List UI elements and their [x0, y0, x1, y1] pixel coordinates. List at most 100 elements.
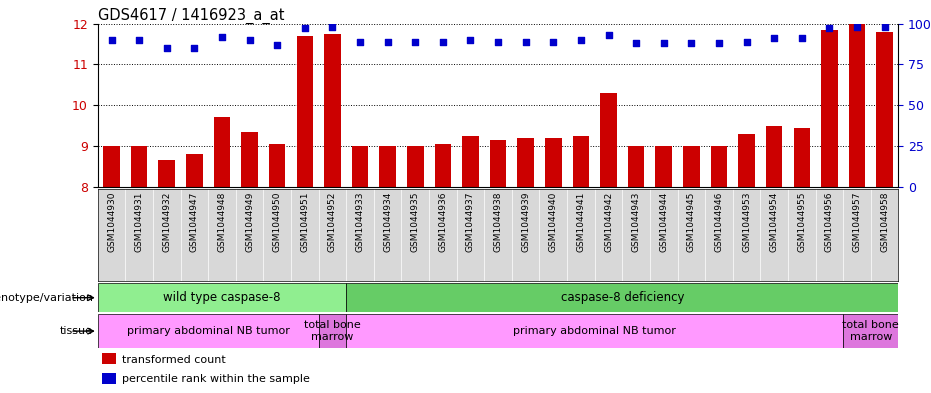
- Bar: [518, 138, 534, 187]
- Point: [408, 39, 423, 45]
- Bar: [131, 146, 147, 187]
- Text: GSM1044930: GSM1044930: [107, 191, 116, 252]
- Text: transformed count: transformed count: [122, 354, 225, 365]
- Point: [822, 25, 837, 31]
- Bar: [324, 34, 341, 187]
- Text: GSM1044942: GSM1044942: [604, 191, 613, 252]
- Text: GSM1044943: GSM1044943: [631, 191, 641, 252]
- Text: GSM1044936: GSM1044936: [439, 191, 448, 252]
- Point: [711, 40, 726, 46]
- Point: [104, 37, 119, 43]
- Bar: [214, 118, 230, 187]
- Text: GSM1044951: GSM1044951: [301, 191, 309, 252]
- Point: [242, 37, 257, 43]
- Text: GSM1044937: GSM1044937: [466, 191, 475, 252]
- Bar: [101, 353, 116, 364]
- Text: GSM1044939: GSM1044939: [521, 191, 530, 252]
- Bar: [490, 140, 506, 187]
- Point: [656, 40, 671, 46]
- Point: [573, 37, 588, 43]
- Text: GSM1044933: GSM1044933: [356, 191, 365, 252]
- Text: GSM1044954: GSM1044954: [770, 191, 778, 252]
- Text: GSM1044953: GSM1044953: [742, 191, 751, 252]
- Text: wild type caspase-8: wild type caspase-8: [163, 291, 281, 304]
- Text: GSM1044955: GSM1044955: [797, 191, 806, 252]
- Bar: [297, 36, 313, 187]
- Bar: [103, 146, 120, 187]
- Point: [794, 35, 809, 41]
- Text: GSM1044940: GSM1044940: [548, 191, 558, 252]
- Point: [325, 24, 340, 30]
- Bar: [683, 146, 699, 187]
- Text: percentile rank within the sample: percentile rank within the sample: [122, 374, 310, 384]
- Bar: [600, 93, 617, 187]
- Bar: [738, 134, 755, 187]
- Bar: [101, 373, 116, 384]
- Point: [601, 32, 616, 38]
- Point: [463, 37, 478, 43]
- Point: [380, 39, 395, 45]
- Point: [214, 33, 229, 40]
- Point: [297, 25, 312, 31]
- Bar: [849, 24, 865, 187]
- Bar: [766, 125, 782, 187]
- Text: GSM1044948: GSM1044948: [218, 191, 226, 252]
- Text: GSM1044938: GSM1044938: [493, 191, 503, 252]
- Bar: [158, 160, 175, 187]
- Text: GSM1044958: GSM1044958: [880, 191, 889, 252]
- Bar: [655, 146, 672, 187]
- Bar: [318, 314, 346, 348]
- Bar: [186, 154, 203, 187]
- Bar: [379, 146, 396, 187]
- Text: GSM1044935: GSM1044935: [411, 191, 420, 252]
- Bar: [98, 283, 346, 312]
- Text: caspase-8 deficiency: caspase-8 deficiency: [560, 291, 684, 304]
- Bar: [821, 30, 838, 187]
- Text: GSM1044941: GSM1044941: [576, 191, 586, 252]
- Bar: [876, 32, 893, 187]
- Bar: [346, 314, 843, 348]
- Bar: [241, 132, 258, 187]
- Point: [684, 40, 699, 46]
- Bar: [462, 136, 479, 187]
- Text: GSM1044934: GSM1044934: [384, 191, 392, 252]
- Point: [353, 39, 368, 45]
- Bar: [843, 314, 898, 348]
- Text: total bone
marrow: total bone marrow: [304, 320, 361, 342]
- Text: total bone
marrow: total bone marrow: [843, 320, 899, 342]
- Point: [546, 39, 560, 45]
- Text: GSM1044950: GSM1044950: [273, 191, 282, 252]
- Text: GSM1044946: GSM1044946: [714, 191, 723, 252]
- Text: genotype/variation: genotype/variation: [0, 293, 93, 303]
- Bar: [352, 146, 369, 187]
- Bar: [435, 144, 452, 187]
- Bar: [627, 146, 644, 187]
- Point: [877, 24, 892, 30]
- Point: [131, 37, 146, 43]
- Text: GSM1044945: GSM1044945: [687, 191, 695, 252]
- Bar: [407, 146, 424, 187]
- Point: [850, 24, 865, 30]
- Text: primary abdominal NB tumor: primary abdominal NB tumor: [127, 326, 290, 336]
- Text: GSM1044944: GSM1044944: [659, 191, 668, 252]
- Text: GSM1044931: GSM1044931: [135, 191, 143, 252]
- Text: GSM1044932: GSM1044932: [162, 191, 171, 252]
- Text: tissue: tissue: [61, 326, 93, 336]
- Bar: [98, 314, 318, 348]
- Point: [767, 35, 782, 41]
- Point: [159, 45, 174, 51]
- Text: GSM1044957: GSM1044957: [853, 191, 861, 252]
- Bar: [346, 283, 898, 312]
- Point: [436, 39, 451, 45]
- Point: [187, 45, 202, 51]
- Point: [739, 39, 754, 45]
- Bar: [573, 136, 589, 187]
- Text: GSM1044947: GSM1044947: [190, 191, 199, 252]
- Bar: [269, 144, 286, 187]
- Bar: [710, 146, 727, 187]
- Point: [270, 42, 285, 48]
- Point: [519, 39, 533, 45]
- Text: GSM1044949: GSM1044949: [245, 191, 254, 252]
- Point: [628, 40, 643, 46]
- Text: primary abdominal NB tumor: primary abdominal NB tumor: [513, 326, 676, 336]
